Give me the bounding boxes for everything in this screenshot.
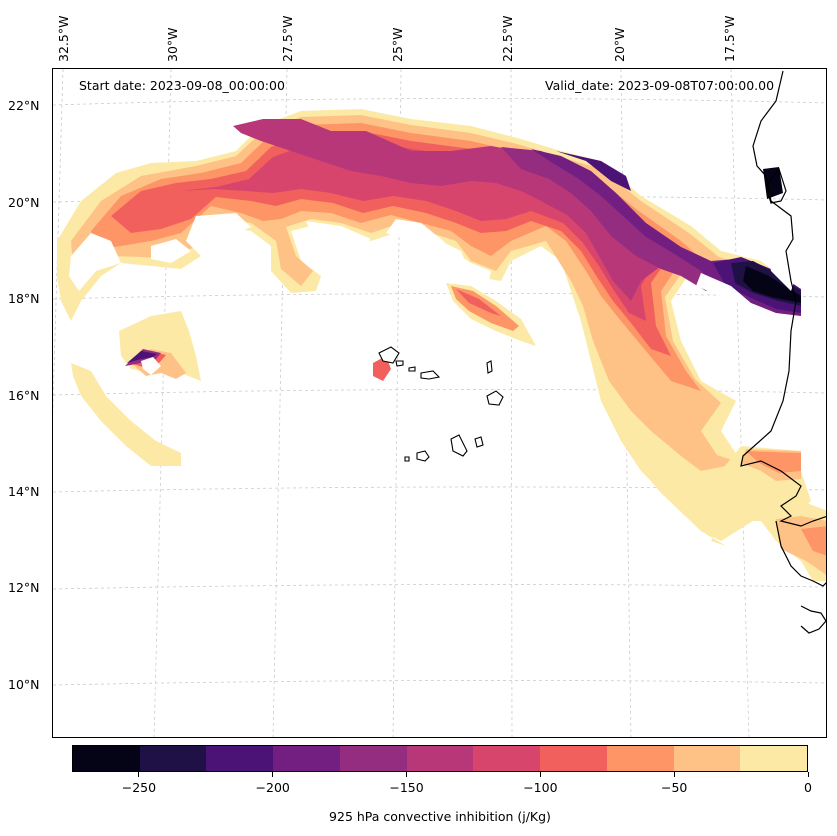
cin-plume-central bbox=[446, 283, 536, 346]
colorbar-swatch bbox=[73, 746, 140, 771]
colorbar-tick-label: 0 bbox=[804, 780, 812, 795]
contour-level-5 bbox=[233, 119, 691, 301]
contour-level-6 bbox=[501, 147, 721, 291]
colorbar-swatch bbox=[673, 746, 741, 771]
colorbar-tick bbox=[406, 772, 408, 777]
colorbar-swatch bbox=[606, 746, 674, 771]
longitude-label: 25°W bbox=[390, 27, 405, 62]
latitude-label: 20°N bbox=[8, 195, 40, 210]
latitude-label: 14°N bbox=[8, 484, 40, 499]
contour-level-8 bbox=[556, 151, 631, 191]
colorbar-swatch bbox=[206, 746, 274, 771]
colorbar-tick bbox=[807, 772, 809, 777]
colorbar-tick bbox=[539, 772, 541, 777]
colorbar-tick bbox=[673, 772, 675, 777]
longitude-label: 17.5°W bbox=[722, 15, 737, 62]
cin-blob-west bbox=[71, 311, 201, 466]
map-panel[interactable] bbox=[52, 68, 827, 738]
colorbar-swatch bbox=[139, 746, 207, 771]
coastlines bbox=[740, 70, 826, 634]
longitude-label: 27.5°W bbox=[280, 15, 295, 62]
longitude-label: 32.5°W bbox=[56, 15, 71, 62]
colorbar-swatch bbox=[540, 746, 607, 771]
colorbar-swatch bbox=[740, 746, 808, 771]
colorbar-tick-label: −200 bbox=[255, 780, 290, 795]
colorbar-title: 925 hPa convective inhibition (j/Kg) bbox=[329, 809, 551, 824]
cin-plume-southeast bbox=[649, 446, 826, 581]
valid-date-label: Valid_date: 2023-09-08T07:00:00.00 bbox=[545, 78, 775, 93]
colorbar-swatch bbox=[339, 746, 407, 771]
colorbar-tick-label: −150 bbox=[389, 780, 424, 795]
colorbar-swatch bbox=[273, 746, 340, 771]
colorbar-tick-label: −50 bbox=[660, 780, 688, 795]
colorbar-tick bbox=[272, 772, 274, 777]
colorbar-tick bbox=[138, 772, 140, 777]
longitude-label: 30°W bbox=[165, 27, 180, 62]
colorbar-swatch bbox=[473, 746, 541, 771]
latitude-label: 12°N bbox=[8, 580, 40, 595]
colorbar-tick-label: −100 bbox=[523, 780, 558, 795]
latitude-label: 18°N bbox=[8, 291, 40, 306]
cin-band-north bbox=[57, 109, 811, 541]
latitude-label: 22°N bbox=[8, 98, 40, 113]
colorbar bbox=[72, 745, 808, 772]
longitude-label: 22.5°W bbox=[500, 15, 515, 62]
colorbar-swatch bbox=[406, 746, 474, 771]
cabo-verde-islands bbox=[378, 346, 504, 462]
cin-contour-map bbox=[53, 69, 826, 737]
start-date-label: Start date: 2023-09-08_00:00:00 bbox=[79, 78, 285, 93]
latitude-label: 16°N bbox=[8, 388, 40, 403]
latitude-label: 10°N bbox=[8, 677, 40, 692]
contour-level-10 bbox=[743, 266, 801, 303]
colorbar-tick-label: −250 bbox=[121, 780, 157, 795]
longitude-label: 20°W bbox=[612, 27, 627, 62]
